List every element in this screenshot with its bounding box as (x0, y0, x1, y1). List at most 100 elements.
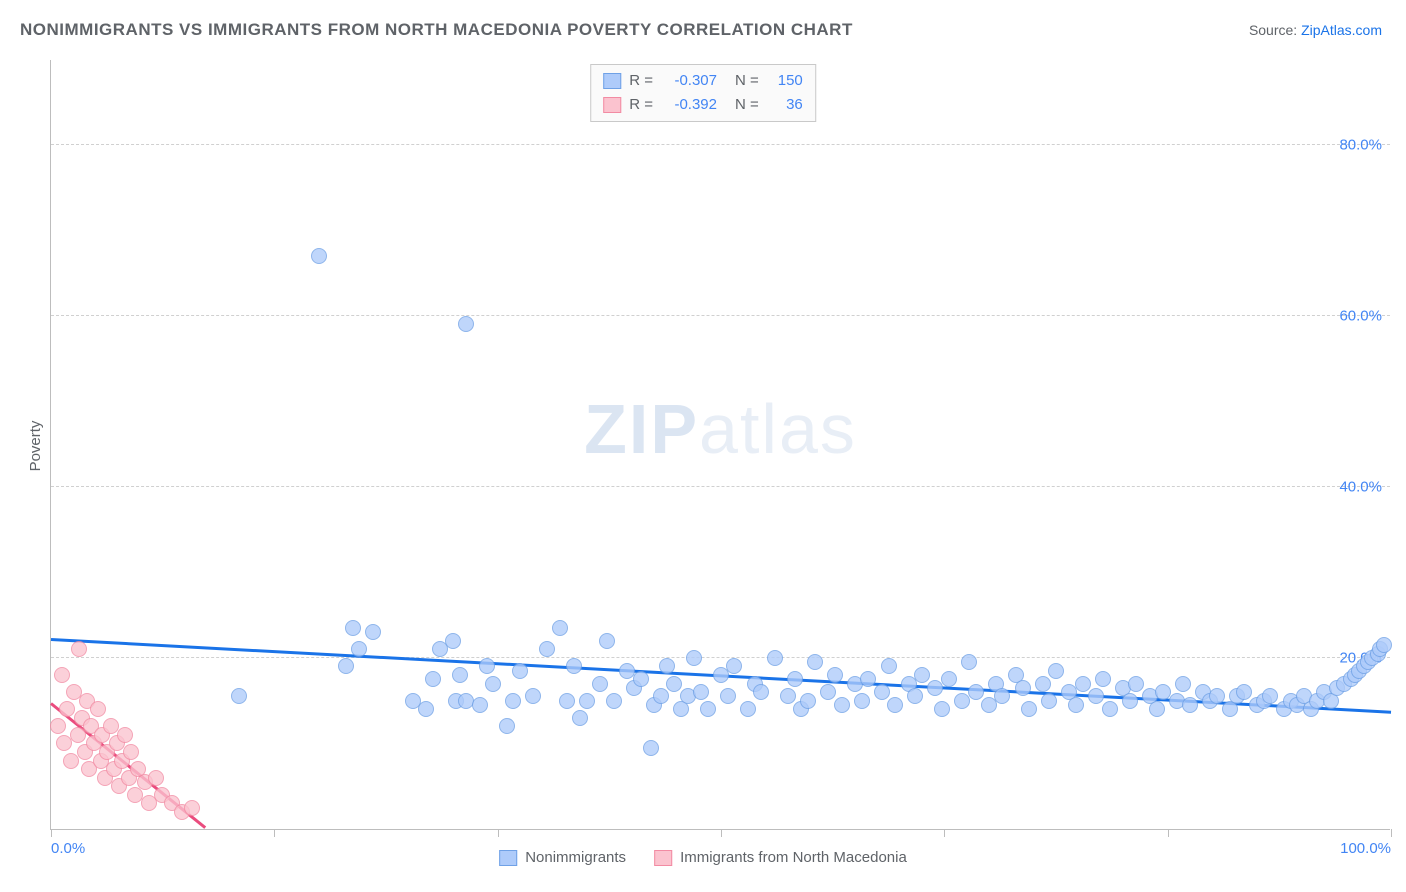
gridline (51, 315, 1390, 316)
data-point (1376, 637, 1392, 653)
data-point (820, 684, 836, 700)
data-point (54, 667, 70, 683)
data-point (767, 650, 783, 666)
data-point (418, 701, 434, 717)
legend-item: Immigrants from North Macedonia (654, 849, 907, 866)
x-tick-label: 0.0% (51, 840, 85, 857)
data-point (472, 697, 488, 713)
legend-row: R = -0.307 N = 150 (603, 69, 803, 93)
legend-n-label: N = (735, 69, 759, 93)
data-point (499, 718, 515, 734)
data-point (572, 710, 588, 726)
data-point (184, 800, 200, 816)
x-tick (498, 829, 499, 837)
data-point (485, 676, 501, 692)
y-tick-label: 60.0% (1339, 307, 1382, 324)
data-point (559, 693, 575, 709)
data-point (1095, 671, 1111, 687)
data-point (1021, 701, 1037, 717)
watermark-atlas: atlas (699, 390, 857, 468)
data-point (753, 684, 769, 700)
data-point (117, 727, 133, 743)
data-point (539, 641, 555, 657)
data-point (787, 671, 803, 687)
data-point (907, 688, 923, 704)
x-tick (721, 829, 722, 837)
legend-r-value: -0.307 (661, 69, 717, 93)
gridline (51, 144, 1390, 145)
legend-r-value: -0.392 (661, 93, 717, 117)
data-point (579, 693, 595, 709)
data-point (123, 744, 139, 760)
data-point (1236, 684, 1252, 700)
source-label: Source: (1249, 22, 1301, 38)
data-point (860, 671, 876, 687)
data-point (633, 671, 649, 687)
data-point (231, 688, 247, 704)
source-link[interactable]: ZipAtlas.com (1301, 22, 1382, 38)
data-point (887, 697, 903, 713)
page-title: NONIMMIGRANTS VS IMMIGRANTS FROM NORTH M… (20, 20, 853, 40)
data-point (1015, 680, 1031, 696)
data-point (1035, 676, 1051, 692)
data-point (479, 658, 495, 674)
data-point (968, 684, 984, 700)
data-point (599, 633, 615, 649)
series-legend: Nonimmigrants Immigrants from North Maced… (499, 849, 907, 866)
gridline (51, 657, 1390, 658)
data-point (606, 693, 622, 709)
data-point (1128, 676, 1144, 692)
data-point (994, 688, 1010, 704)
data-point (1209, 688, 1225, 704)
data-point (311, 248, 327, 264)
legend-item: Nonimmigrants (499, 849, 626, 866)
data-point (1075, 676, 1091, 692)
data-point (659, 658, 675, 674)
data-point (686, 650, 702, 666)
x-tick-label: 100.0% (1340, 840, 1391, 857)
watermark: ZIPatlas (584, 389, 857, 469)
legend-swatch (499, 850, 517, 866)
x-tick (274, 829, 275, 837)
data-point (1149, 701, 1165, 717)
data-point (505, 693, 521, 709)
y-tick-label: 40.0% (1339, 478, 1382, 495)
data-point (452, 667, 468, 683)
legend-r-label: R = (629, 69, 653, 93)
data-point (780, 688, 796, 704)
data-point (961, 654, 977, 670)
data-point (1122, 693, 1138, 709)
data-point (726, 658, 742, 674)
data-point (854, 693, 870, 709)
legend-n-value: 36 (767, 93, 803, 117)
legend-n-label: N = (735, 93, 759, 117)
y-axis-label: Poverty (27, 421, 44, 472)
legend-label: Nonimmigrants (525, 849, 626, 866)
data-point (351, 641, 367, 657)
data-point (345, 620, 361, 636)
legend-r-label: R = (629, 93, 653, 117)
data-point (512, 663, 528, 679)
data-point (720, 688, 736, 704)
data-point (807, 654, 823, 670)
data-point (827, 667, 843, 683)
legend-swatch (654, 850, 672, 866)
data-point (653, 688, 669, 704)
data-point (50, 718, 66, 734)
data-point (1048, 663, 1064, 679)
legend-label: Immigrants from North Macedonia (680, 849, 907, 866)
data-point (800, 693, 816, 709)
x-tick (1391, 829, 1392, 837)
data-point (425, 671, 441, 687)
data-point (592, 676, 608, 692)
legend-n-value: 150 (767, 69, 803, 93)
data-point (1182, 697, 1198, 713)
data-point (643, 740, 659, 756)
data-point (90, 701, 106, 717)
data-point (525, 688, 541, 704)
data-point (445, 633, 461, 649)
y-tick-label: 80.0% (1339, 136, 1382, 153)
x-tick (51, 829, 52, 837)
data-point (941, 671, 957, 687)
data-point (666, 676, 682, 692)
